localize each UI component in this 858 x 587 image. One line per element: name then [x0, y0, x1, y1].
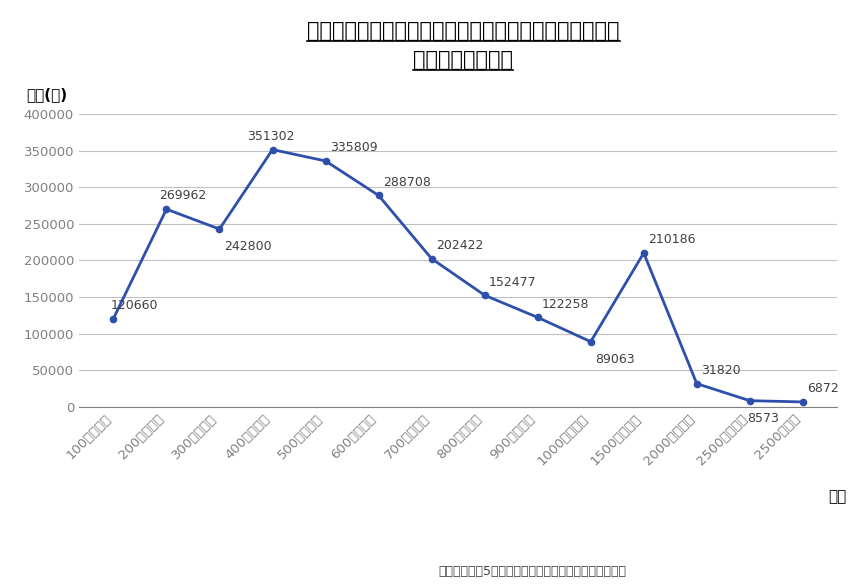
Text: 国税庁「令和5年分　民間給与実態統計調査」より作成: 国税庁「令和5年分 民間給与実態統計調査」より作成 [438, 565, 626, 578]
X-axis label: 年収: 年収 [828, 489, 847, 504]
Text: 122258: 122258 [542, 298, 589, 311]
Text: 152477: 152477 [489, 275, 536, 289]
Text: 202422: 202422 [436, 239, 483, 252]
Text: 351302: 351302 [247, 130, 295, 143]
Text: 学術研究・専門・技術サービス業、教育・学習支援業の: 学術研究・専門・技術サービス業、教育・学習支援業の [307, 21, 619, 41]
Text: 8573: 8573 [747, 411, 779, 424]
Text: 269962: 269962 [160, 190, 207, 203]
Text: 210186: 210186 [648, 233, 695, 247]
Text: 人数(人): 人数(人) [26, 87, 67, 102]
Text: 120660: 120660 [111, 299, 158, 312]
Text: 242800: 242800 [224, 240, 271, 253]
Text: 288708: 288708 [383, 176, 431, 189]
Text: 335809: 335809 [329, 141, 378, 154]
Text: 31820: 31820 [701, 364, 740, 377]
Text: 6872: 6872 [807, 382, 839, 395]
Text: 89063: 89063 [595, 353, 635, 366]
Text: 給与階級別総括表: 給与階級別総括表 [414, 50, 513, 70]
